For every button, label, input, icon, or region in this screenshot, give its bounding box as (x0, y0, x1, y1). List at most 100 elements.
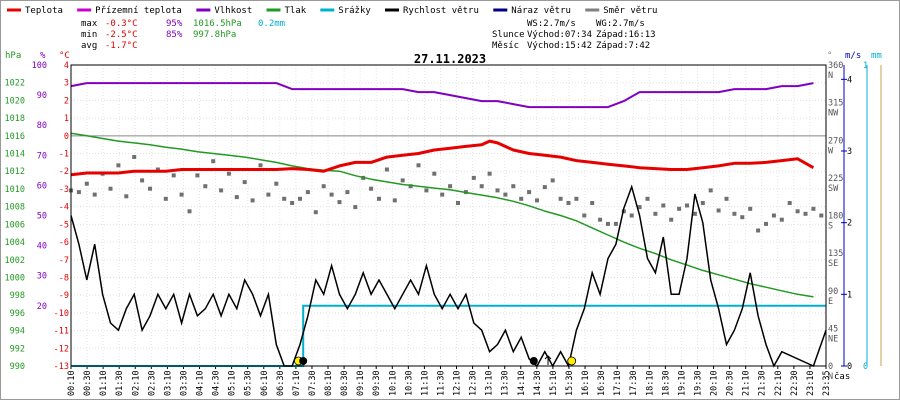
x-tick-13: 06:30 (276, 370, 286, 396)
wind-direction-point-72 (637, 205, 642, 210)
wind-direction-point-71 (629, 213, 634, 218)
wind-direction-point-83 (724, 196, 729, 201)
x-tick-20: 10:10 (388, 370, 398, 396)
ms-tick-2: 2 (847, 219, 852, 229)
hpa-tick-2: 994 (10, 327, 25, 337)
wind-direction-point-22 (242, 180, 247, 185)
degc-tick-14: 1 (64, 114, 69, 124)
wind-direction-point-18 (211, 159, 216, 164)
wind-direction-point-90 (779, 217, 784, 222)
x-tick-40: 20:10 (710, 370, 720, 396)
x-tick-18: 09:10 (356, 370, 366, 396)
legend: Teplota Přízemní teplota Vlhkost Tlak Srážky… (7, 6, 657, 16)
degc-tick-7: -6 (59, 238, 69, 248)
wind-direction-point-23 (250, 198, 255, 203)
x-tick-12: 06:10 (260, 370, 270, 396)
dir-tick-8: 360 (828, 61, 843, 71)
hpa-tick-7: 1004 (5, 238, 25, 248)
x-axis-label: čas (834, 371, 850, 382)
x-tick-11: 05:30 (244, 370, 254, 396)
dir-tick-5: 225 (828, 174, 843, 184)
wind-direction-point-79 (692, 211, 697, 216)
legend-label-0: Teplota (25, 6, 63, 16)
info-moon-set: Západ:7:42 (596, 41, 650, 51)
wind-direction-point-76 (669, 217, 674, 222)
wind-direction-point-41 (392, 198, 397, 203)
info-block: WS:2.7m/s WG:2.7m/s Slunce Východ:07:34 … (492, 19, 656, 51)
wind-direction-point-68 (606, 221, 610, 226)
x-tick-32: 16:10 (581, 370, 591, 396)
wind-direction-point-74 (653, 211, 658, 216)
hpa-tick-15: 1020 (5, 96, 25, 106)
x-tick-44: 22:10 (774, 370, 784, 396)
degc-tick-17: 4 (64, 61, 69, 71)
wind-direction-point-17 (203, 184, 208, 189)
x-tick-42: 21:10 (742, 370, 752, 396)
wind-direction-point-21 (234, 195, 239, 200)
legend-label-7: Směr větru (603, 6, 657, 16)
wind-direction-point-64 (574, 196, 579, 201)
degc-tick-5: -8 (59, 273, 69, 283)
x-tick-28: 14:10 (517, 370, 527, 396)
ms-tick-1: 1 (847, 290, 852, 300)
wind-direction-point-58 (527, 190, 532, 195)
degc-tick-6: -7 (59, 256, 69, 266)
wind-direction-point-84 (732, 211, 737, 216)
wind-direction-point-25 (266, 192, 271, 197)
wind-direction-point-88 (764, 221, 768, 226)
wind-direction-point-39 (377, 196, 381, 201)
wind-direction-point-52 (479, 184, 484, 189)
hpa-tick-11: 1012 (5, 167, 25, 177)
wind-direction-point-29 (298, 196, 302, 201)
markers-layer (294, 355, 577, 366)
dir-tick-4: 180 (828, 212, 843, 222)
wind-direction-point-12 (163, 196, 168, 201)
sun-marker-4 (567, 356, 577, 366)
x-tick-24: 12:10 (453, 370, 463, 396)
wind-direction-point-27 (282, 196, 287, 201)
stats-min-temp: -2.5°C (105, 30, 138, 40)
hpa-tick-0: 990 (10, 362, 25, 372)
info-sun-rise: Východ:07:34 (527, 30, 592, 40)
degc-tick-1: -12 (54, 344, 69, 354)
wind-direction-point-95 (819, 213, 824, 218)
dir-compass-6: W (828, 146, 834, 156)
degc-tick-8: -5 (59, 220, 69, 230)
info-moon-rise: Východ:15:42 (527, 41, 592, 51)
wind-direction-point-26 (274, 181, 279, 186)
wind-direction-point-36 (353, 205, 358, 210)
wind-direction-point-63 (566, 201, 571, 205)
x-tick-10: 05:10 (228, 370, 238, 396)
wind-direction-point-16 (195, 173, 200, 178)
hpa-tick-9: 1008 (5, 203, 25, 213)
info-moon-label: Měsíc (492, 41, 519, 51)
chart-title: 27.11.2023 (414, 52, 486, 66)
temperature-line (70, 139, 815, 177)
info-sun-label: Slunce (492, 30, 525, 40)
x-tick-35: 17:30 (629, 370, 639, 396)
x-tick-3: 01:30 (115, 370, 125, 396)
dir-compass-4: S (828, 222, 833, 232)
x-tick-23: 11:30 (436, 370, 446, 396)
x-tick-34: 17:10 (613, 370, 623, 396)
pct-tick-0: 20 (37, 302, 47, 312)
hpa-tick-8: 1006 (5, 220, 25, 230)
x-tick-7: 03:30 (179, 370, 189, 396)
x-tick-1: 00:30 (83, 370, 93, 396)
degc-unit: °C (59, 51, 70, 61)
degc-tick-10: -3 (59, 185, 69, 195)
x-tick-5: 02:30 (147, 370, 157, 396)
mm-tick-1: 1 (863, 61, 868, 71)
wind-direction-point-55 (503, 192, 508, 197)
dir-tick-2: 90 (828, 287, 838, 297)
x-tick-26: 13:10 (485, 370, 495, 396)
hpa-tick-12: 1014 (5, 150, 25, 160)
wind-speed-line (70, 184, 827, 369)
wind-direction-point-5 (108, 186, 113, 191)
wind-direction-point-78 (685, 203, 689, 208)
wind-direction-point-66 (590, 201, 595, 205)
wind-direction-point-89 (771, 213, 776, 218)
dir-compass-8: N (828, 71, 833, 81)
stats-max-rain: 0.2mm (258, 19, 285, 29)
